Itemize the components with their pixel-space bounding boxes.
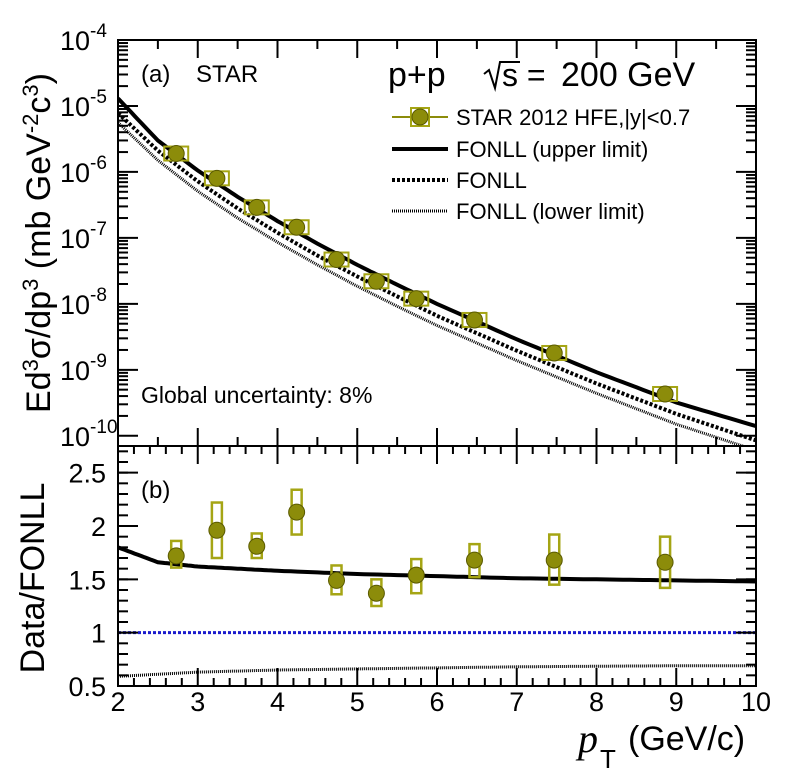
data-point (656, 385, 674, 403)
top-panel: 10-10 10-9 10-8 10-7 10-6 10-5 10-4 (a) STAR p… (18, 21, 757, 452)
legend-entry-central: FONLL (392, 168, 527, 193)
experiment-label: STAR (196, 61, 258, 88)
y-tick-label: 10-4 (60, 21, 107, 56)
svg-text:s =: s = (502, 57, 546, 93)
bottom-x-ticks: 2 3 4 5 6 7 8 9 10 (110, 446, 771, 717)
y-tick-label: 10-5 (60, 87, 107, 122)
data-point (167, 145, 185, 163)
x-axis-units: (GeV/c) (628, 720, 745, 758)
x-tick-label: 9 (669, 687, 684, 717)
top-y-axis-label: Ed3σ/dp3 (mb GeV-2c3) (18, 73, 58, 413)
ratio-point (407, 566, 425, 584)
x-tick-label: 8 (589, 687, 604, 717)
global-uncertainty: Global uncertainty: 8% (141, 382, 372, 408)
fonll-central-curve (118, 111, 756, 443)
ratio-point (288, 503, 306, 521)
legend-entry-upper: FONLL (upper limit) (392, 137, 648, 162)
x-tick-label: 5 (350, 687, 365, 717)
legend-label-lower: FONLL (lower limit) (456, 199, 645, 224)
ratio-point (208, 521, 226, 539)
y-tick-label: 1.5 (68, 565, 106, 595)
x-tick-label: 2 (110, 687, 125, 717)
lower-ratio-curve (118, 664, 756, 678)
y-tick-label: 2 (91, 512, 106, 542)
bottom-y-axis-label: Data/FONLL (14, 483, 52, 674)
legend-label-upper: FONLL (upper limit) (456, 137, 648, 162)
bottom-y-ticks: 0.5 1 1.5 2 2.5 (68, 450, 756, 702)
data-point (208, 169, 226, 187)
y-tick-label: 10-9 (60, 351, 107, 386)
y-tick-label: 0.5 (68, 672, 106, 702)
y-tick-label: 10-6 (60, 153, 107, 188)
top-plot-area (118, 97, 756, 446)
ratio-point (167, 547, 185, 565)
x-axis-sub: T (600, 744, 616, 772)
sqrt-s-symbol: s = (483, 57, 546, 93)
ratio-point (656, 553, 674, 571)
panel-label-a: (a) (141, 61, 170, 88)
fonll-upper-curve (118, 97, 756, 429)
x-tick-label: 4 (270, 687, 285, 717)
legend-entry-lower: FONLL (lower limit) (392, 199, 645, 224)
data-point (248, 198, 266, 216)
ratio-point (465, 551, 483, 569)
bottom-panel: 0.5 1 1.5 2 2.5 2 3 4 5 6 7 8 9 10 (b) Data/FONLL p … (14, 445, 771, 772)
data-point (465, 311, 483, 329)
y-tick-label: 2.5 (68, 459, 106, 489)
data-point (367, 272, 385, 290)
legend-label-data: STAR 2012 HFE,|y|<0.7 (456, 105, 690, 130)
x-axis-var: p (575, 716, 598, 761)
y-tick-label: 1 (91, 619, 106, 649)
data-point (407, 290, 425, 308)
ratio-point (545, 551, 563, 569)
legend: STAR 2012 HFE,|y|<0.7 FONLL (upper limit… (392, 105, 690, 224)
y-tick-label: 10-10 (60, 417, 118, 452)
y-tick-label: 10-7 (60, 219, 107, 254)
top-x-ticks (117, 40, 757, 446)
x-tick-label: 6 (429, 687, 444, 717)
ratio-points (167, 488, 674, 608)
x-tick-label: 7 (509, 687, 524, 717)
ratio-point (328, 571, 346, 589)
collision-label: p+p (388, 56, 446, 94)
legend-label-central: FONLL (456, 168, 527, 193)
ratio-curves (118, 545, 756, 678)
ratio-point (367, 584, 385, 602)
data-point (545, 344, 563, 362)
ratio-point (248, 537, 266, 555)
data-point (288, 218, 306, 236)
energy-label: 200 GeV (561, 56, 696, 94)
y-tick-label: 10-8 (60, 285, 107, 320)
fonll-curves (118, 97, 756, 446)
upper-ratio-curve (118, 545, 756, 584)
legend-entry-data: STAR 2012 HFE,|y|<0.7 (392, 105, 690, 130)
x-tick-label: 3 (190, 687, 205, 717)
x-axis-title: p T (GeV/c) (575, 716, 745, 772)
x-tick-label: 10 (741, 687, 771, 717)
data-point (328, 251, 346, 269)
panel-label-b: (b) (141, 477, 170, 504)
data-points (163, 145, 679, 403)
